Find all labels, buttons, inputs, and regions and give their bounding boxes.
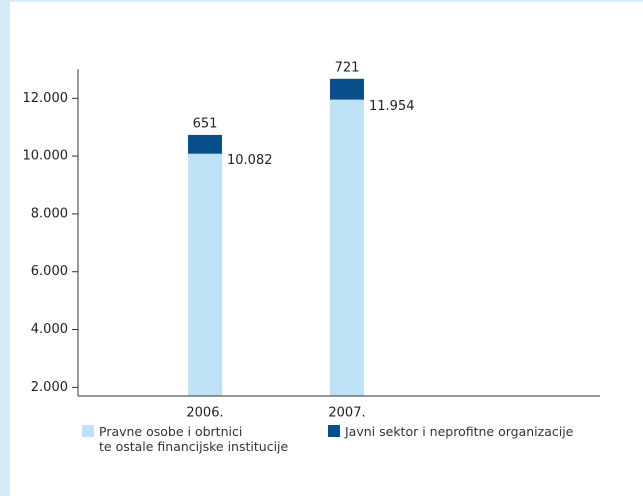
value-label: 11.954 [369,99,415,114]
frame [0,0,10,496]
y-tick-label: 8.000 [31,206,68,221]
legend-swatch [82,425,94,437]
legend-item: Pravne osobe i obrtnici te ostale financ… [82,424,288,454]
bar-segment [188,134,222,154]
legend-label: Javni sektor i neprofitne organizacije [345,424,574,439]
y-tick-label: 2.000 [31,380,68,395]
bar-segment [188,153,222,396]
value-label: 10.082 [227,153,273,168]
value-label: 721 [335,60,360,75]
legend-item: Javni sektor i neprofitne organizacije [328,424,573,439]
legend-label: Pravne osobe i obrtnici te ostale financ… [99,424,289,454]
bar-segment [330,78,364,100]
x-tick-label: 2007. [328,406,365,421]
legend-swatch [328,425,340,437]
bar-segment [330,99,364,397]
y-tick-label: 12.000 [23,91,69,106]
y-tick-label: 4.000 [31,322,68,337]
x-tick-label: 2006. [186,406,223,421]
y-tick-label: 6.000 [31,264,68,279]
frame [0,0,643,2]
y-tick-label: 10.000 [23,149,69,164]
value-label: 651 [193,116,218,131]
